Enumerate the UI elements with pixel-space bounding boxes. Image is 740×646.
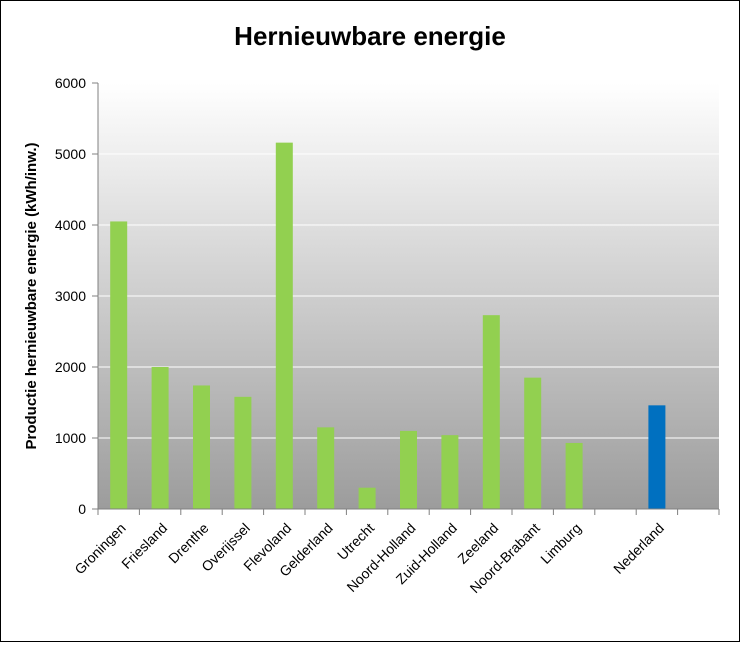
y-tick-label: 0 — [78, 501, 86, 517]
y-tick-label: 5000 — [55, 146, 86, 162]
axes — [92, 82, 720, 515]
bar-groningen — [110, 221, 128, 509]
y-tick-label: 1000 — [55, 430, 86, 446]
bar-noord-brabant — [524, 377, 542, 509]
bar-friesland — [151, 367, 169, 509]
bar-flevoland — [275, 142, 293, 509]
y-tick-labels: 0 1000 2000 3000 4000 5000 6000 — [55, 75, 86, 517]
y-axis-label: Productie hernieuwbare energie (kWh/inw.… — [23, 143, 40, 450]
y-tick-label: 2000 — [55, 359, 86, 375]
x-tick-label: Friesland — [118, 520, 170, 572]
bar-limburg — [565, 442, 583, 509]
bar-gelderland — [317, 427, 335, 509]
y-tick-label: 3000 — [55, 288, 86, 304]
chart-title: Hernieuwbare energie — [234, 21, 506, 51]
y-tick-label: 4000 — [55, 217, 86, 233]
x-tick-label: Limburg — [537, 520, 584, 567]
bar-drenthe — [193, 385, 210, 509]
bar-noord-holland — [400, 430, 417, 509]
bar-overijssel — [234, 396, 252, 509]
x-tick-labels: GroningenFrieslandDrentheOverijsselFlevo… — [71, 520, 667, 596]
x-tick-label: Groningen — [71, 520, 129, 578]
bar-zuid-holland — [441, 435, 459, 509]
x-tick-label: Nederland — [610, 520, 667, 577]
bar-utrecht — [358, 487, 376, 509]
bar-zeeland — [482, 315, 500, 509]
bars — [110, 142, 666, 509]
bar-nederland — [648, 405, 666, 509]
y-tick-label: 6000 — [55, 75, 86, 91]
